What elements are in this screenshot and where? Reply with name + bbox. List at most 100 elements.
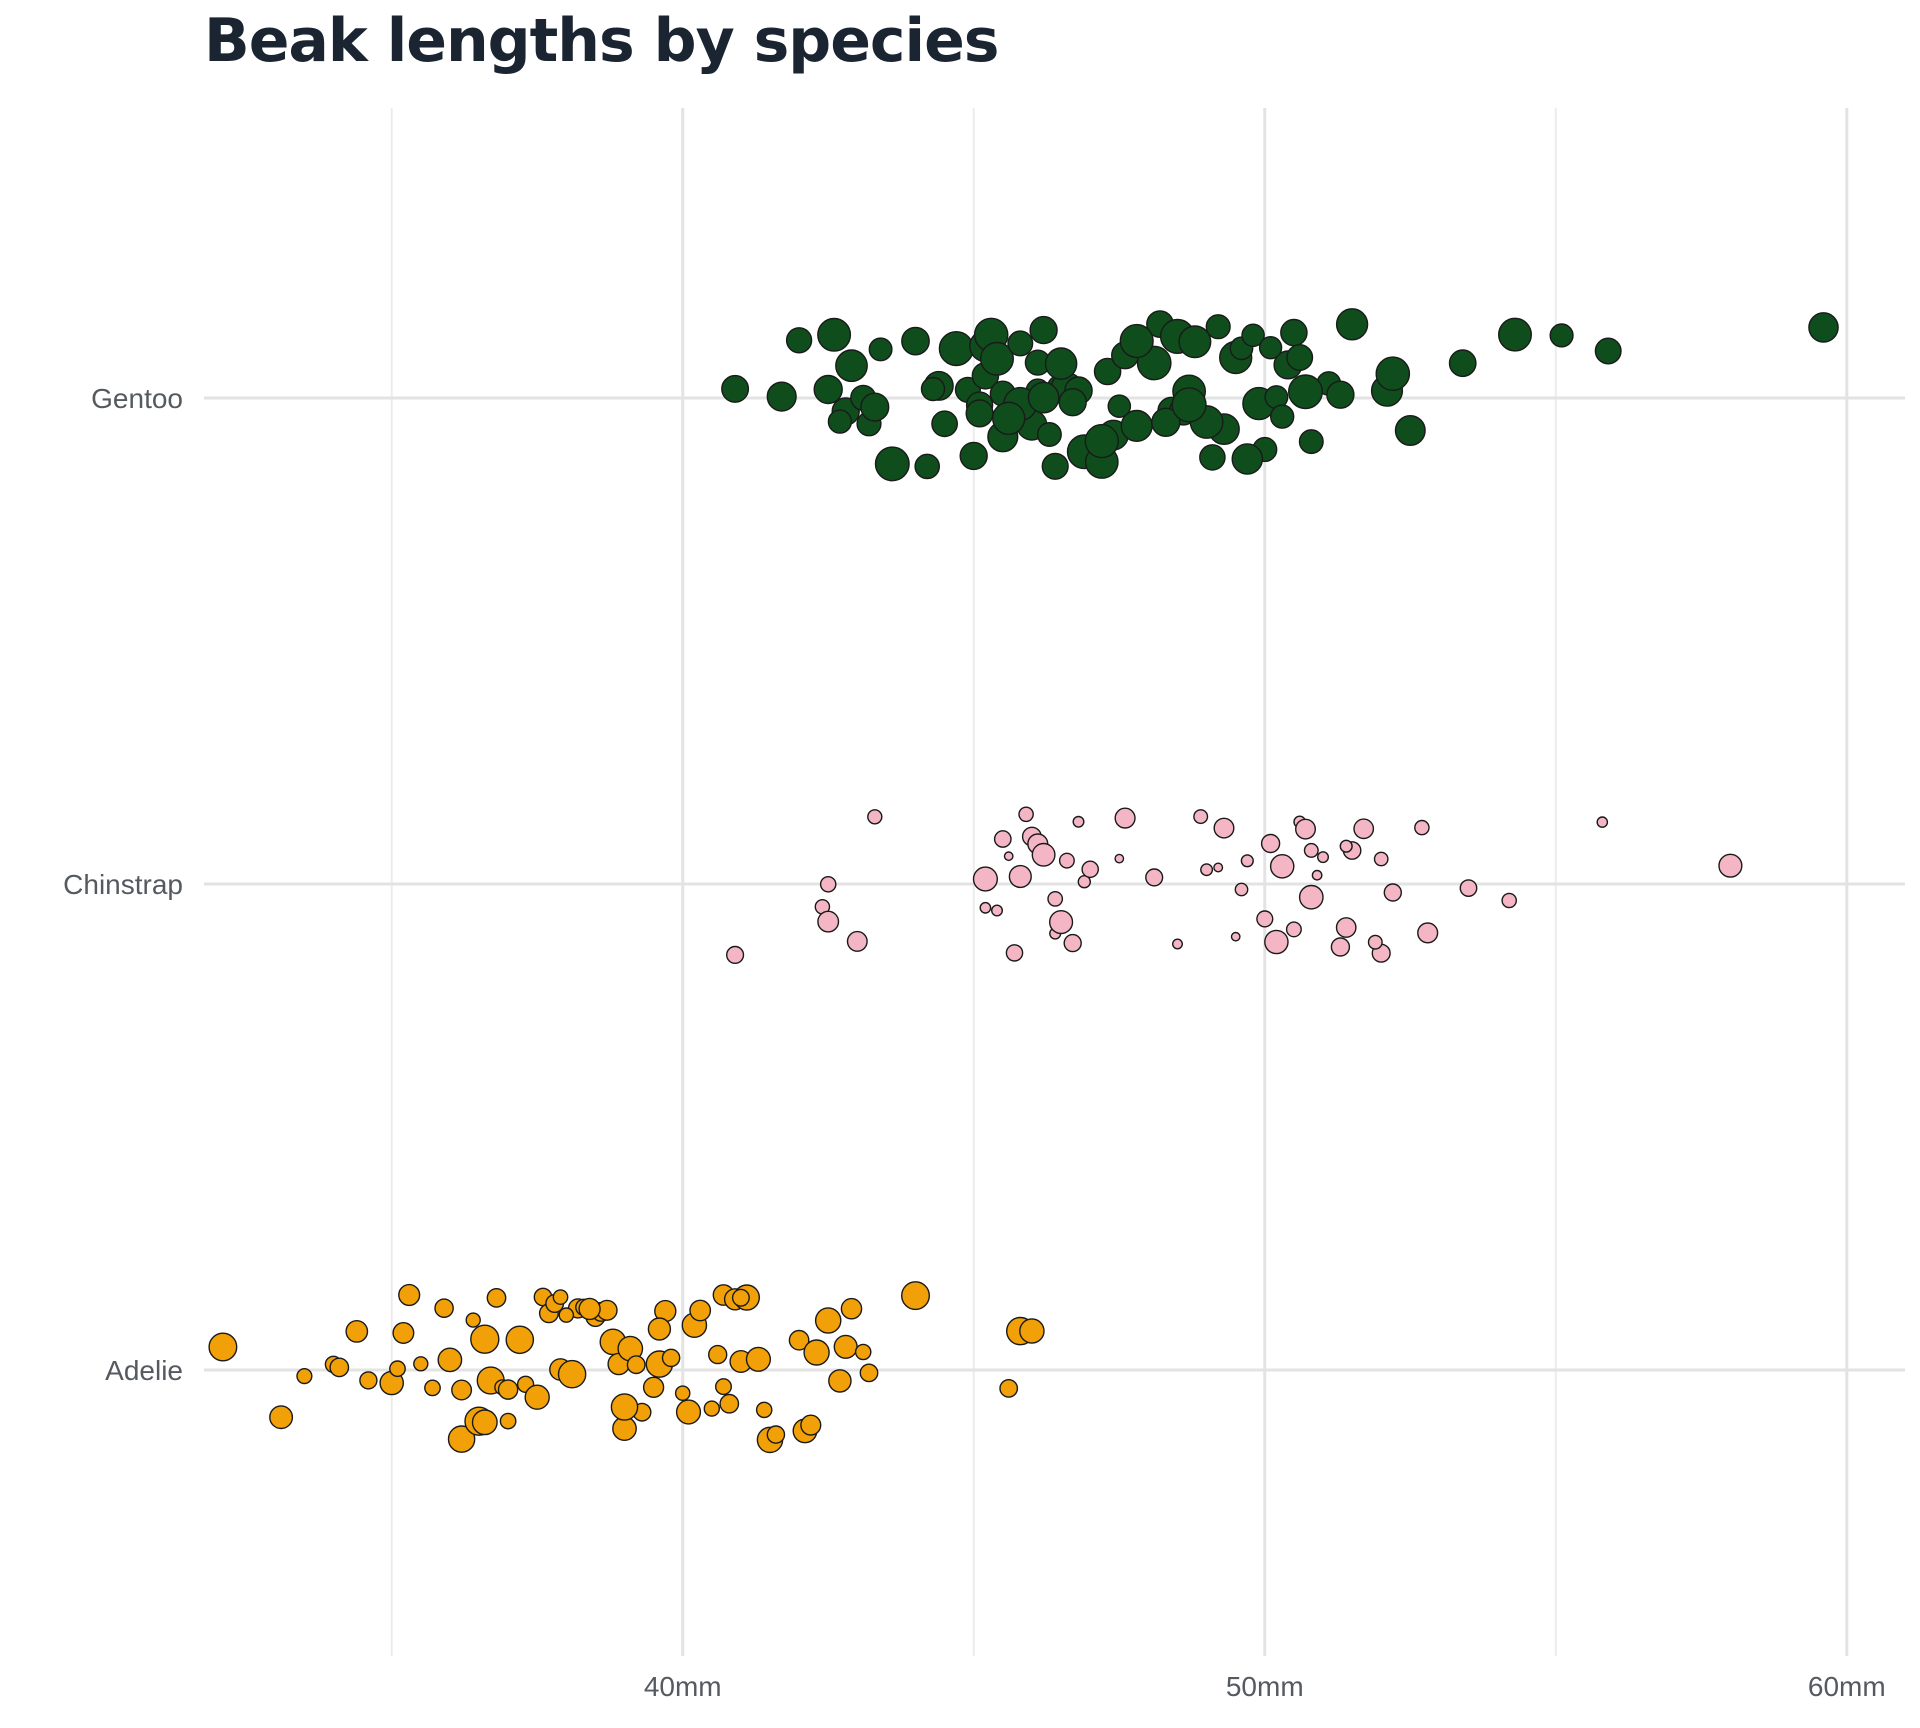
x-tick-label: 50mm xyxy=(1226,1671,1304,1702)
data-point-chinstrap xyxy=(1260,833,1281,854)
data-point-gentoo xyxy=(1258,336,1283,360)
data-point-chinstrap xyxy=(979,901,992,914)
data-point-chinstrap xyxy=(1596,816,1609,828)
data-point-chinstrap xyxy=(1264,929,1289,955)
data-point-adelie xyxy=(800,1414,822,1436)
data-point-chinstrap xyxy=(1303,842,1319,858)
data-point-chinstrap xyxy=(1417,922,1439,944)
data-point-adelie xyxy=(674,1385,691,1401)
data-point-gentoo xyxy=(965,399,994,428)
data-point-gentoo xyxy=(938,331,974,367)
data-point-gentoo xyxy=(1120,409,1153,442)
data-point-chinstrap xyxy=(991,904,1004,917)
data-point-adelie xyxy=(803,1339,830,1366)
data-point-chinstrap xyxy=(972,866,998,892)
data-point-adelie xyxy=(359,1371,378,1390)
data-point-gentoo xyxy=(1231,443,1264,475)
data-point-adelie xyxy=(745,1346,771,1372)
data-point-gentoo xyxy=(1041,452,1069,480)
data-point-gentoo xyxy=(992,401,1026,435)
data-point-gentoo xyxy=(1286,344,1314,372)
x-tick-label: 60mm xyxy=(1808,1671,1886,1702)
data-point-adelie xyxy=(731,1288,750,1307)
data-point-adelie xyxy=(719,1393,740,1414)
data-point-chinstrap xyxy=(1145,868,1164,887)
data-point-gentoo xyxy=(1241,323,1265,348)
data-point-chinstrap xyxy=(1193,809,1209,825)
data-point-gentoo xyxy=(1151,407,1181,437)
data-point-chinstrap xyxy=(1256,910,1274,928)
data-point-gentoo xyxy=(1298,429,1324,455)
data-point-gentoo xyxy=(1107,394,1132,419)
data-point-gentoo xyxy=(1448,349,1477,378)
data-point-chinstrap xyxy=(846,930,868,952)
data-point-chinstrap xyxy=(993,830,1012,848)
data-point-adelie xyxy=(434,1298,454,1318)
data-point-chinstrap xyxy=(1330,937,1351,957)
data-point-chinstrap xyxy=(1058,852,1075,869)
data-point-adelie xyxy=(451,1379,473,1401)
data-point-gentoo xyxy=(1178,325,1212,359)
data-point-adelie xyxy=(833,1334,858,1359)
data-point-adelie xyxy=(1019,1318,1045,1344)
data-point-adelie xyxy=(828,1369,852,1393)
data-point-chinstrap xyxy=(1047,891,1064,907)
data-point-adelie xyxy=(557,1359,587,1389)
y-tick-label: Chinstrap xyxy=(63,869,183,900)
data-point-adelie xyxy=(552,1289,569,1306)
data-point-adelie xyxy=(345,1320,369,1343)
data-point-chinstrap xyxy=(1213,817,1235,839)
data-point-gentoo xyxy=(1497,317,1532,352)
data-point-chinstrap xyxy=(1048,909,1074,935)
data-point-gentoo xyxy=(817,317,852,352)
data-point-adelie xyxy=(392,1321,415,1344)
data-point-adelie xyxy=(296,1367,313,1385)
data-point-adelie xyxy=(788,1329,810,1351)
data-point-chinstrap xyxy=(1353,818,1375,840)
data-point-gentoo xyxy=(868,337,893,362)
data-point-gentoo xyxy=(1093,357,1122,386)
y-axis-labels: Gentoo Chinstrap Adelie xyxy=(63,383,183,1386)
data-point-gentoo xyxy=(980,341,1015,376)
data-point-gentoo xyxy=(1205,314,1231,340)
data-point-gentoo xyxy=(1280,318,1308,347)
data-point-adelie xyxy=(578,1297,601,1321)
data-point-gentoo xyxy=(1199,444,1226,471)
data-point-gentoo xyxy=(1326,380,1355,409)
data-point-adelie xyxy=(859,1363,879,1383)
data-point-adelie xyxy=(424,1379,441,1397)
data-point-gentoo xyxy=(931,410,958,438)
data-point-adelie xyxy=(524,1384,550,1410)
data-point-adelie xyxy=(708,1344,728,1365)
data-point-gentoo xyxy=(1119,323,1154,359)
data-point-chinstrap xyxy=(1008,864,1032,889)
data-point-chinstrap xyxy=(1269,854,1295,879)
data-point-gentoo xyxy=(914,453,941,480)
data-point-chinstrap xyxy=(1240,854,1254,868)
data-point-adelie xyxy=(398,1283,421,1307)
data-point-chinstrap xyxy=(1501,892,1517,909)
data-point-chinstrap xyxy=(1114,853,1125,864)
data-point-chinstrap xyxy=(1316,851,1329,864)
data-point-chinstrap xyxy=(1718,853,1743,878)
data-point-gentoo xyxy=(959,441,988,471)
x-axis-labels: 40mm 50mm 60mm xyxy=(644,1671,1886,1702)
data-point-gentoo xyxy=(1287,374,1323,410)
data-point-chinstrap xyxy=(1018,806,1034,823)
data-point-gentoo xyxy=(827,409,853,434)
data-point-adelie xyxy=(447,1425,476,1453)
data-point-adelie xyxy=(901,1281,931,1311)
data-point-gentoo xyxy=(1394,415,1426,447)
data-point-adelie xyxy=(329,1357,350,1378)
data-point-chinstrap xyxy=(1005,944,1024,962)
data-point-adelie xyxy=(689,1299,712,1322)
data-point-adelie xyxy=(499,1412,517,1430)
data-point-adelie xyxy=(755,1401,773,1419)
data-point-adelie xyxy=(269,1405,294,1430)
gridlines xyxy=(204,108,1905,1656)
data-point-adelie xyxy=(465,1312,481,1328)
data-point-gentoo xyxy=(721,374,750,403)
data-point-adelie xyxy=(471,1409,498,1436)
data-point-gentoo xyxy=(1269,404,1295,429)
